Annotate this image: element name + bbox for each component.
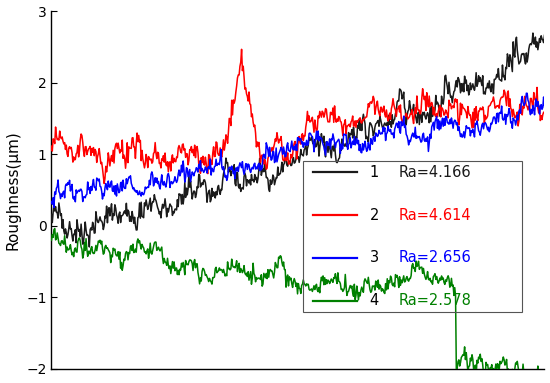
Text: Ra=2.656: Ra=2.656 bbox=[399, 250, 472, 265]
Text: Ra=4.614: Ra=4.614 bbox=[399, 208, 472, 223]
Y-axis label: Roughness(μm): Roughness(μm) bbox=[6, 130, 20, 250]
Text: 4: 4 bbox=[370, 293, 379, 308]
Text: 2: 2 bbox=[370, 208, 379, 223]
Text: 3: 3 bbox=[370, 250, 378, 265]
Text: Ra=4.166: Ra=4.166 bbox=[399, 165, 472, 180]
Text: Ra=2.578: Ra=2.578 bbox=[399, 293, 472, 308]
Text: 1: 1 bbox=[370, 165, 379, 180]
Bar bbox=[303, 161, 522, 312]
